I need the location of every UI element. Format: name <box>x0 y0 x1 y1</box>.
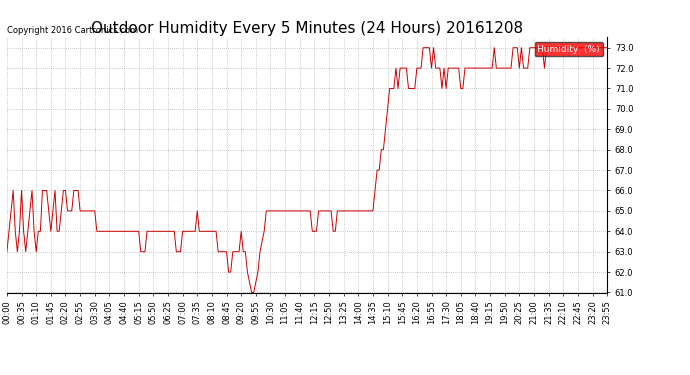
Title: Outdoor Humidity Every 5 Minutes (24 Hours) 20161208: Outdoor Humidity Every 5 Minutes (24 Hou… <box>91 21 523 36</box>
Text: Copyright 2016 Cartronics.com: Copyright 2016 Cartronics.com <box>7 26 138 35</box>
Legend: Humidity  (%): Humidity (%) <box>535 42 602 56</box>
